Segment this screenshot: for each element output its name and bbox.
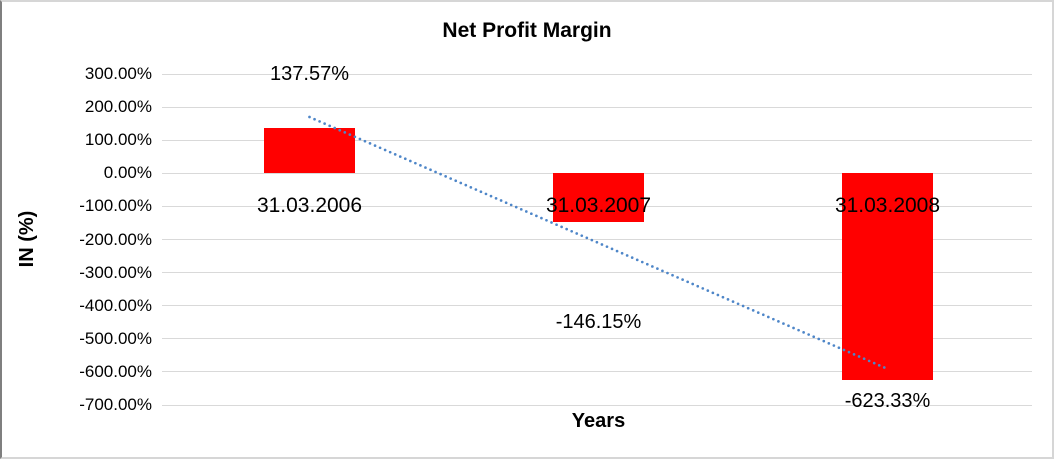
category-label-31.03.2007: 31.03.2007 — [545, 194, 652, 217]
y-tick-label: 300.00% — [84, 64, 152, 83]
chart-title: Net Profit Margin — [442, 19, 612, 42]
y-tick-label: -100.00% — [79, 196, 152, 216]
y-tick-label: -200.00% — [79, 229, 152, 249]
y-tick-label: -300.00% — [79, 262, 152, 282]
gridline-300 — [162, 73, 1032, 75]
gridline-200 — [162, 106, 1032, 108]
gridline--600 — [162, 371, 1032, 373]
category-label-31.03.2008: 31.03.2008 — [834, 194, 941, 217]
category-label-31.03.2006: 31.03.2006 — [256, 194, 363, 217]
y-tick-label: -600.00% — [79, 361, 152, 381]
gridline--700 — [162, 404, 1032, 406]
y-tick-label: 100.00% — [84, 130, 152, 150]
x-axis-title: Years — [571, 410, 626, 432]
y-axis-title-text: IN (%) — [16, 210, 38, 268]
y-tick-label: 0.00% — [103, 163, 152, 183]
data-label-31.03.2007: -146.15% — [555, 311, 642, 333]
y-tick-label: -700.00% — [79, 395, 152, 414]
data-label-31.03.2006: 137.57% — [270, 63, 349, 85]
data-label-31.03.2008: -623.33% — [844, 390, 931, 412]
y-tick-label: -500.00% — [79, 328, 152, 348]
bar-31.03.2006 — [264, 127, 355, 174]
y-tick-label: 200.00% — [84, 97, 152, 117]
y-tick-label: -400.00% — [79, 295, 152, 315]
